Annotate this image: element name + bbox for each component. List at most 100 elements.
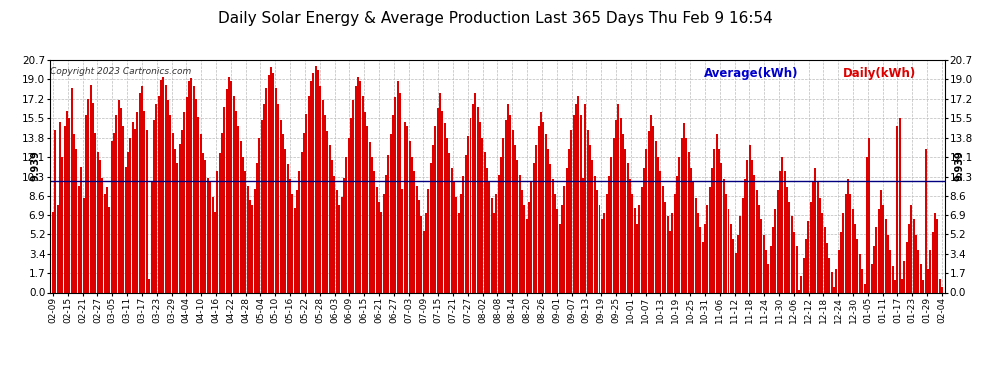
- Bar: [831, 272, 833, 292]
- Bar: [469, 118, 471, 292]
- Bar: [680, 138, 682, 292]
- Bar: [800, 276, 802, 292]
- Bar: [349, 118, 351, 292]
- Bar: [866, 157, 868, 292]
- Bar: [603, 213, 605, 292]
- Bar: [178, 144, 180, 292]
- Bar: [347, 138, 349, 292]
- Bar: [934, 213, 936, 292]
- Bar: [748, 146, 750, 292]
- Bar: [671, 213, 673, 292]
- Bar: [699, 227, 701, 292]
- Bar: [428, 189, 430, 292]
- Bar: [251, 205, 253, 292]
- Bar: [760, 219, 762, 292]
- Bar: [207, 178, 209, 292]
- Bar: [113, 133, 115, 292]
- Bar: [171, 133, 173, 292]
- Bar: [618, 104, 620, 292]
- Bar: [462, 176, 464, 292]
- Bar: [174, 149, 176, 292]
- Bar: [226, 89, 228, 292]
- Bar: [652, 126, 654, 292]
- Bar: [730, 224, 732, 292]
- Bar: [425, 213, 427, 292]
- Bar: [927, 269, 929, 292]
- Bar: [551, 179, 553, 292]
- Bar: [181, 130, 183, 292]
- Bar: [546, 149, 548, 292]
- Bar: [392, 115, 394, 292]
- Bar: [130, 138, 132, 292]
- Bar: [150, 182, 152, 292]
- Bar: [282, 134, 284, 292]
- Text: Daily Solar Energy & Average Production Last 365 Days Thu Feb 9 16:54: Daily Solar Energy & Average Production …: [218, 11, 772, 26]
- Bar: [836, 269, 838, 292]
- Bar: [911, 205, 913, 292]
- Bar: [134, 129, 136, 292]
- Bar: [683, 123, 685, 292]
- Bar: [63, 126, 65, 292]
- Bar: [502, 138, 504, 292]
- Bar: [589, 146, 591, 292]
- Bar: [486, 168, 488, 292]
- Bar: [148, 279, 150, 292]
- Bar: [223, 107, 226, 292]
- Bar: [753, 175, 755, 292]
- Bar: [361, 96, 363, 292]
- Bar: [570, 130, 572, 292]
- Bar: [856, 238, 858, 292]
- Bar: [329, 146, 331, 292]
- Bar: [399, 93, 401, 292]
- Bar: [930, 250, 932, 292]
- Bar: [610, 157, 612, 292]
- Bar: [240, 141, 242, 292]
- Bar: [940, 287, 942, 292]
- Bar: [519, 175, 521, 292]
- Bar: [882, 205, 884, 292]
- Bar: [488, 182, 490, 292]
- Bar: [327, 131, 329, 292]
- Bar: [939, 279, 940, 292]
- Bar: [315, 66, 317, 292]
- Bar: [460, 194, 462, 292]
- Bar: [512, 130, 514, 292]
- Bar: [85, 115, 87, 292]
- Bar: [556, 209, 558, 292]
- Bar: [253, 189, 255, 292]
- Bar: [418, 200, 420, 292]
- Bar: [885, 219, 887, 292]
- Bar: [791, 216, 793, 292]
- Bar: [465, 156, 467, 292]
- Bar: [387, 156, 389, 292]
- Bar: [209, 182, 211, 292]
- Bar: [913, 219, 915, 292]
- Bar: [228, 77, 230, 292]
- Bar: [479, 122, 481, 292]
- Bar: [308, 96, 310, 292]
- Bar: [849, 194, 851, 292]
- Bar: [662, 186, 664, 292]
- Bar: [772, 227, 774, 292]
- Bar: [601, 219, 603, 292]
- Bar: [716, 134, 718, 292]
- Bar: [817, 182, 819, 292]
- Bar: [420, 216, 423, 292]
- Bar: [169, 115, 171, 292]
- Bar: [474, 93, 476, 292]
- Bar: [219, 153, 221, 292]
- Text: 9.939: 9.939: [954, 150, 964, 181]
- Bar: [73, 134, 75, 292]
- Bar: [357, 77, 359, 292]
- Bar: [740, 216, 742, 292]
- Bar: [875, 227, 877, 292]
- Bar: [762, 235, 764, 292]
- Bar: [247, 186, 248, 292]
- Bar: [359, 81, 361, 292]
- Bar: [212, 197, 214, 292]
- Bar: [289, 179, 291, 292]
- Bar: [887, 235, 889, 292]
- Bar: [139, 93, 141, 292]
- Bar: [263, 104, 265, 292]
- Bar: [87, 99, 89, 292]
